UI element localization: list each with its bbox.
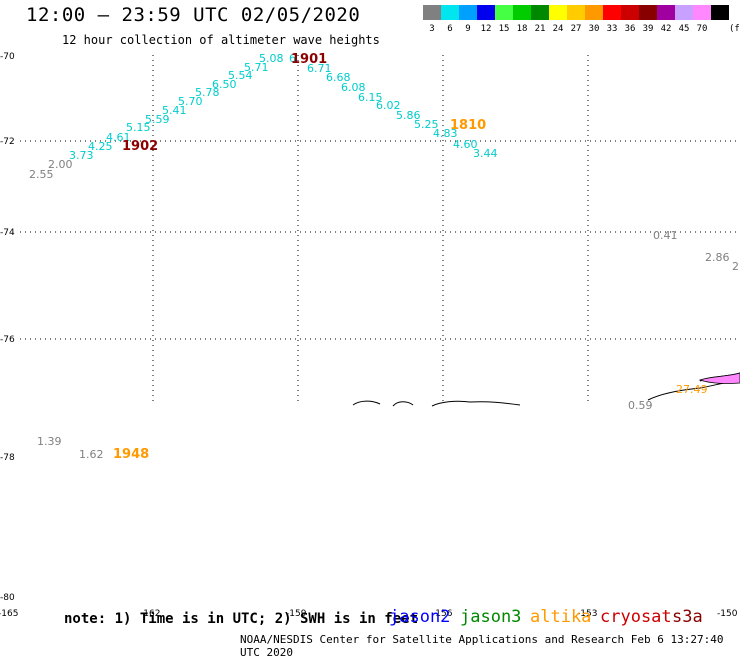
legend-swatch (693, 5, 711, 20)
legend-swatch (441, 5, 459, 20)
footer-credit: NOAA/NESDIS Center for Satellite Applica… (240, 633, 724, 659)
wave-height-label: 0.41 (653, 229, 678, 242)
longitude-labels: -165 -162 -159 -156 -153 -150 (0, 609, 738, 619)
wave-height-label: 6.15 (358, 91, 383, 104)
latitude-label: -72 (0, 137, 15, 147)
legend-label: 39 (642, 24, 654, 34)
legend-swatch (585, 5, 603, 20)
legend-label: 42 (660, 24, 672, 34)
legend-swatch (459, 5, 477, 20)
legend-swatch (549, 5, 567, 20)
wave-height-label: 5.08 (259, 52, 284, 65)
map-title: 12:00 — 23:59 UTC 02/05/2020 (26, 4, 361, 26)
map-subtitle: 12 hour collection of altimeter wave hei… (62, 33, 380, 47)
longitude-label: -153 (577, 609, 597, 619)
wave-height-label: 6.08 (341, 81, 366, 94)
mission-altika: altika (530, 607, 592, 627)
mission-jason2: jason2 (389, 607, 451, 627)
legend-swatch (477, 5, 495, 20)
legend-label: 21 (534, 24, 546, 34)
legend-label: 6 (447, 24, 453, 34)
wave-height-label: 27.49 (676, 383, 708, 396)
legend-label: 30 (588, 24, 600, 34)
legend-label: 15 (498, 24, 510, 34)
legend-label: 18 (516, 24, 528, 34)
longitude-label: -162 (140, 609, 160, 619)
wave-height-label: 5.78 (195, 86, 220, 99)
wave-height-label: 2.00 (48, 158, 73, 171)
wave-height-label: 2.55 (29, 168, 54, 181)
wave-height-label: 6 (289, 52, 296, 65)
longitude-label: -165 (0, 609, 18, 619)
legend-label: 27 (570, 24, 582, 34)
legend-swatch (603, 5, 621, 20)
wave-height-label: 3.44 (473, 147, 498, 160)
legend-label: 36 (624, 24, 636, 34)
latitude-label: -70 (0, 52, 15, 62)
legend-label: 33 (606, 24, 618, 34)
legend-swatch (495, 5, 513, 20)
wave-height-label: 2.86 (705, 251, 730, 264)
pass-time-label: 1810 (450, 118, 486, 133)
wave-height-label: 5.41 (162, 104, 187, 117)
wave-height-label: 5.54 (228, 69, 253, 82)
wave-height-label: 4.25 (88, 140, 113, 153)
legend-swatch (513, 5, 531, 20)
wave-height-label: 4.83 (433, 127, 458, 140)
legend-swatch (567, 5, 585, 20)
legend-swatch (711, 5, 729, 20)
longitude-label: -150 (717, 609, 738, 619)
wave-height-label: 0.59 (628, 399, 653, 412)
longitude-label: -156 (432, 609, 453, 619)
mission-cryosat: cryosat (600, 607, 672, 627)
pass-time-label: 1902 (122, 139, 158, 154)
wave-height-label: 6.50 (212, 78, 237, 91)
wave-height-label: 1.39 (37, 435, 62, 448)
legend-swatch (657, 5, 675, 20)
wave-height-label: 6.02 (376, 99, 401, 112)
mission-s3a: s3a (672, 607, 703, 627)
legend-swatch (675, 5, 693, 20)
legend-swatch (531, 5, 549, 20)
wave-height-label: 6.68 (326, 71, 351, 84)
pass-time-label: 1948 (113, 447, 149, 462)
wave-height-label: 5.86 (396, 109, 421, 122)
mission-jason3: jason3 (460, 607, 522, 627)
wave-height-label: 5.70 (178, 95, 203, 108)
longitude-label: -159 (286, 609, 307, 619)
wave-height-label: 5.59 (145, 113, 170, 126)
legend-label: 3 (429, 24, 435, 34)
wave-height-label: 5.15 (126, 121, 151, 134)
legend-label: 9 (465, 24, 471, 34)
latitude-label: -74 (0, 228, 15, 238)
legend-label: 70 (696, 24, 708, 34)
graticule (20, 55, 740, 405)
legend-swatch (639, 5, 657, 20)
legend-label: 45 (678, 24, 690, 34)
latitude-label: -80 (0, 593, 15, 603)
wave-height-label: 1.62 (79, 448, 104, 461)
latitude-labels: -70 -72 -74 -76 -78 -80 (0, 52, 15, 603)
legend-swatch (423, 5, 441, 20)
wave-height-label: 3.73 (69, 149, 94, 162)
wave-height-label: 4.61 (106, 131, 131, 144)
wave-height-label: 5.25 (414, 118, 439, 131)
pass-time-labels: 1902 1901 1810 1948 (113, 52, 486, 462)
latitude-label: -78 (0, 453, 15, 463)
legend-swatch (621, 5, 639, 20)
wave-height-label: 2. (732, 260, 740, 273)
wave-height-observations: 2.552.003.734.254.615.155.595.415.705.78… (29, 52, 740, 461)
latitude-label: -76 (0, 335, 15, 345)
wave-height-label: 4.60 (453, 138, 478, 151)
pass-time-label: 1901 (291, 52, 327, 67)
legend-label: 24 (552, 24, 564, 34)
legend-label: 12 (480, 24, 492, 34)
ice-patch (698, 372, 740, 384)
footer-note: note: 1) Time is in UTC; 2) SWH is in fe… (64, 611, 419, 627)
wave-height-label: 6.71 (307, 62, 332, 75)
legend-unit: (ft) (729, 24, 740, 34)
wave-height-label: 5.71 (244, 61, 269, 74)
